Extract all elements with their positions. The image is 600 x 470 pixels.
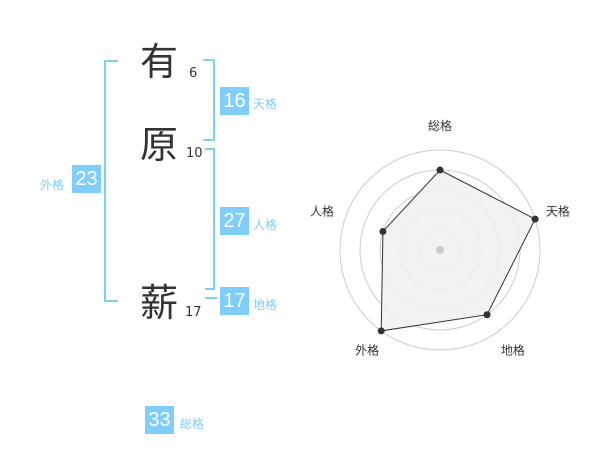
jinkaku-score: 27 bbox=[220, 207, 249, 235]
stroke-count-2: 10 bbox=[186, 146, 203, 161]
gaikaku-label: 外格 bbox=[40, 178, 65, 192]
radar-center-dot bbox=[436, 246, 444, 254]
soukaku-score: 33 bbox=[145, 406, 174, 434]
radar-point bbox=[377, 327, 385, 335]
tenkaku-label: 天格 bbox=[253, 97, 278, 111]
radar-point bbox=[436, 166, 444, 174]
radar-axis-label: 総格 bbox=[428, 118, 452, 133]
chikaku-score: 17 bbox=[220, 287, 249, 315]
jinkaku-label: 人格 bbox=[253, 218, 278, 232]
radar-point bbox=[483, 311, 491, 319]
radar-ring bbox=[339, 149, 541, 351]
tenkaku-bracket bbox=[203, 59, 215, 141]
name-char-2: 原 bbox=[140, 123, 179, 167]
radar-point bbox=[379, 227, 387, 235]
gaikaku-bracket bbox=[104, 60, 118, 302]
radar-polygon bbox=[380, 169, 536, 332]
radar-axis-label: 人格 bbox=[310, 204, 334, 219]
gaikaku-score: 23 bbox=[72, 165, 101, 193]
name-char-3: 薪 bbox=[140, 281, 179, 325]
tenkaku-score: 16 bbox=[220, 87, 249, 115]
chikaku-label: 地格 bbox=[253, 298, 278, 312]
radar-axis-label: 外格 bbox=[355, 342, 379, 357]
radar-axis-label: 天格 bbox=[546, 204, 570, 219]
radar-axis-label: 地格 bbox=[501, 342, 525, 357]
stroke-count-1: 6 bbox=[189, 66, 198, 81]
stroke-count-3: 17 bbox=[185, 305, 202, 320]
soukaku-label: 総格 bbox=[180, 417, 205, 431]
jinkaku-bracket bbox=[205, 148, 215, 290]
chikaku-connector bbox=[205, 297, 217, 299]
radar-point bbox=[531, 215, 539, 223]
name-char-1: 有 bbox=[140, 40, 179, 84]
